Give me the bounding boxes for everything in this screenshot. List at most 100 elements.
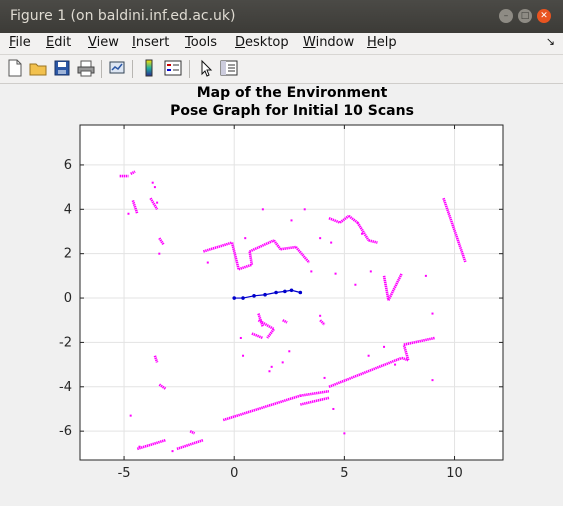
close-button[interactable]: ✕ — [537, 9, 551, 23]
toolbar-separator — [189, 60, 190, 78]
menu-desktop[interactable]: Desktop — [235, 35, 289, 50]
menu-file-rest: ile — [15, 35, 31, 50]
menu-insert-rest: nsert — [135, 35, 170, 50]
map-scan-segment — [368, 239, 378, 244]
map-scan-segment — [189, 429, 196, 435]
menu-tools[interactable]: Tools — [185, 35, 218, 50]
map-scan-segment — [356, 221, 370, 242]
map-scan-point — [367, 354, 370, 357]
map-scan-segment — [442, 197, 467, 263]
menu-edit[interactable]: Edit — [46, 35, 72, 50]
map-scan-segment — [339, 214, 350, 224]
x-tick-label: 10 — [446, 466, 463, 481]
map-scan-segment — [158, 237, 165, 246]
save-icon[interactable] — [53, 59, 71, 77]
menu-view-rest: iew — [96, 35, 119, 50]
insert-colorbar-icon[interactable] — [140, 59, 158, 77]
menu-file[interactable]: File — [9, 35, 31, 50]
pose-node — [232, 296, 237, 300]
map-scan-segment — [382, 275, 390, 301]
menu-bar: File Edit View Insert Tools Desktop Wind… — [0, 33, 563, 53]
map-scan-point — [319, 237, 322, 240]
menu-desktop-rest: esktop — [245, 35, 289, 50]
open-file-icon[interactable] — [29, 59, 47, 77]
print-icon[interactable] — [77, 59, 95, 77]
y-tick-label: 4 — [64, 202, 72, 217]
menu-edit-rest: dit — [54, 35, 72, 50]
y-tick-label: 6 — [64, 158, 72, 173]
window-title: Figure 1 (on baldini.inf.ed.ac.uk) — [10, 8, 236, 24]
map-scan-segment — [347, 214, 359, 224]
pose-node — [289, 288, 294, 293]
pose-node — [298, 290, 303, 295]
map-scan-point — [383, 345, 386, 348]
map-scan-segment — [272, 239, 282, 251]
menu-view[interactable]: View — [88, 35, 119, 50]
map-scan-segment — [401, 356, 409, 362]
title-bar[interactable]: Figure 1 (on baldini.inf.ed.ac.uk) – □ ✕ — [0, 0, 563, 33]
maximize-button[interactable]: □ — [518, 9, 532, 23]
pose-node — [283, 289, 287, 294]
map-scan-point — [151, 181, 154, 184]
new-figure-icon[interactable] — [6, 59, 24, 77]
map-scan-segment — [300, 389, 330, 397]
menu-overflow-icon[interactable]: ↘ — [545, 35, 555, 48]
map-scan-segment — [249, 239, 275, 253]
map-scan-segment — [387, 273, 403, 301]
edit-plot-arrow-icon[interactable] — [197, 59, 215, 77]
map-scan-point — [138, 445, 141, 448]
x-tick-label: 5 — [340, 466, 348, 481]
map-scan-segment — [136, 438, 167, 451]
figure-canvas: Map of the Environment Pose Graph for In… — [0, 84, 563, 506]
figure-toolbar — [0, 54, 563, 84]
x-tick-label: 0 — [230, 466, 238, 481]
map-scan-point — [431, 312, 434, 315]
map-scan-segment — [176, 438, 204, 451]
map-scan-segment — [266, 328, 275, 339]
map-scan-point — [261, 208, 264, 211]
y-tick-label: -6 — [59, 424, 72, 439]
map-scan-segment — [280, 245, 297, 251]
menu-window[interactable]: Window — [303, 35, 355, 50]
map-scan-point — [332, 407, 335, 410]
map-scan-segment — [282, 319, 288, 324]
map-scan-point — [310, 270, 313, 273]
map-scan-point — [129, 414, 132, 417]
minimize-button[interactable]: – — [499, 9, 513, 23]
plot-area[interactable]: -5 0 5 10 -6 -4 -2 0 2 4 6 — [0, 84, 563, 506]
map-scan-segment — [238, 263, 253, 271]
map-scan-point — [288, 350, 291, 353]
map-scan-point — [270, 365, 273, 368]
map-scan-point — [156, 201, 159, 204]
map-scan-point — [127, 212, 130, 215]
map-scan-point — [303, 208, 306, 211]
insert-legend-icon[interactable] — [164, 59, 182, 77]
map-scan-segment — [131, 200, 139, 215]
map-scan-point — [334, 272, 337, 275]
menu-insert[interactable]: Insert — [132, 35, 170, 50]
axes-background — [80, 125, 503, 460]
map-scan-point — [242, 354, 245, 357]
link-plot-icon[interactable] — [108, 59, 126, 77]
y-tick-label: 2 — [64, 247, 72, 262]
x-tick-label: -5 — [118, 466, 131, 481]
pose-node — [263, 292, 267, 297]
menu-window-rest: indow — [315, 35, 355, 50]
property-inspector-icon[interactable] — [220, 59, 238, 77]
map-scan-point — [319, 314, 322, 317]
map-scan-segment — [402, 344, 410, 361]
menu-tools-rest: ools — [190, 35, 218, 50]
map-scan-point — [323, 376, 326, 379]
map-scan-point — [244, 237, 247, 240]
plot-subtitle: Pose Graph for Initial 10 Scans — [170, 103, 414, 119]
map-scan-segment — [294, 246, 311, 264]
menu-help[interactable]: Help — [367, 35, 397, 50]
map-scan-point — [153, 186, 156, 189]
map-scan-point — [424, 274, 427, 277]
map-scan-point — [431, 379, 434, 382]
axes-box — [79, 124, 504, 461]
map-scan-point — [268, 370, 271, 373]
map-scan-segment — [158, 383, 167, 391]
map-scan-segment — [328, 356, 403, 388]
